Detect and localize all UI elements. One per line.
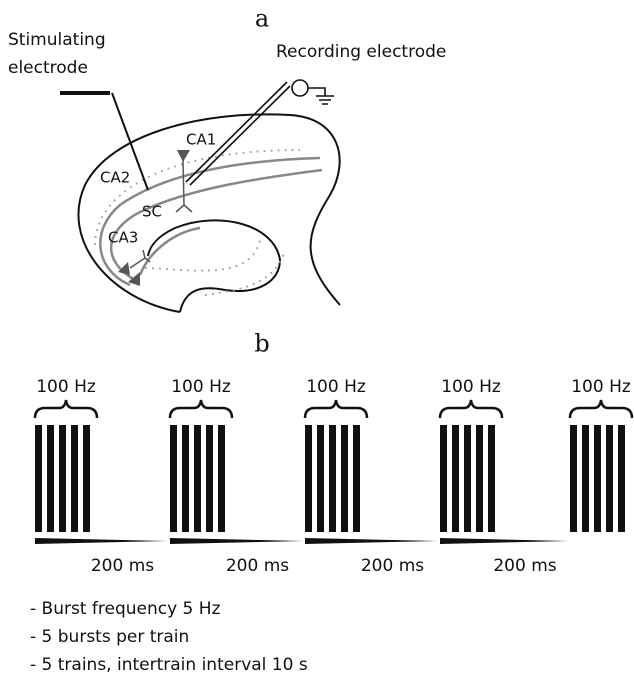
pathways: [99, 156, 323, 287]
pulse: [476, 425, 483, 532]
electrodes: [60, 79, 334, 191]
pulse: [440, 425, 447, 532]
pulse: [218, 425, 225, 532]
pulse: [488, 425, 495, 532]
interval-label: 200 ms: [361, 556, 424, 576]
brace: [438, 399, 504, 419]
dendrites: [129, 159, 193, 269]
hippocampus: [77, 113, 341, 313]
pulse: [329, 425, 336, 532]
note: - 5 trains, intertrain interval 10 s: [30, 655, 308, 675]
region-label: CA3: [108, 229, 138, 247]
stim-label: electrode: [8, 58, 88, 78]
pulse: [618, 425, 625, 532]
pulse: [570, 425, 577, 532]
pulse: [35, 425, 42, 532]
interval-arrow: [35, 538, 168, 544]
pulse: [353, 425, 360, 532]
interval-label: 200 ms: [493, 556, 556, 576]
pulse: [606, 425, 613, 532]
note: - Burst frequency 5 Hz: [30, 599, 221, 619]
brace: [568, 399, 634, 419]
region-label: CA2: [100, 169, 130, 187]
pulse: [341, 425, 348, 532]
pulse: [47, 425, 54, 532]
freq-label: 100 Hz: [571, 377, 631, 397]
freq-label: 100 Hz: [441, 377, 501, 397]
rec-label: Recording electrode: [276, 42, 446, 62]
interval-label: 200 ms: [226, 556, 289, 576]
pulse: [452, 425, 459, 532]
pulse: [83, 425, 90, 532]
pulse: [464, 425, 471, 532]
pulse: [182, 425, 189, 532]
note: - 5 bursts per train: [30, 627, 189, 647]
brace: [168, 399, 234, 419]
cell-layers: [94, 149, 301, 296]
pulse: [194, 425, 201, 532]
interval-label: 200 ms: [91, 556, 154, 576]
brace: [303, 399, 369, 419]
interval-arrow: [170, 538, 303, 544]
region-label: SC: [142, 203, 162, 221]
panel-label: a: [255, 5, 269, 33]
pulse: [594, 425, 601, 532]
interval-arrow: [440, 538, 568, 544]
brace: [33, 399, 99, 419]
pulse: [71, 425, 78, 532]
panel-label: b: [254, 330, 269, 358]
pulse: [59, 425, 66, 532]
pulse: [170, 425, 177, 532]
freq-label: 100 Hz: [36, 377, 96, 397]
pulse: [206, 425, 213, 532]
region-label: CA1: [186, 131, 216, 149]
pulse: [317, 425, 324, 532]
interval-arrow: [305, 538, 438, 544]
pulse: [305, 425, 312, 532]
freq-label: 100 Hz: [171, 377, 231, 397]
stim-label: Stimulating: [8, 30, 106, 50]
neurons: [118, 150, 190, 286]
freq-label: 100 Hz: [306, 377, 366, 397]
pulse: [582, 425, 589, 532]
